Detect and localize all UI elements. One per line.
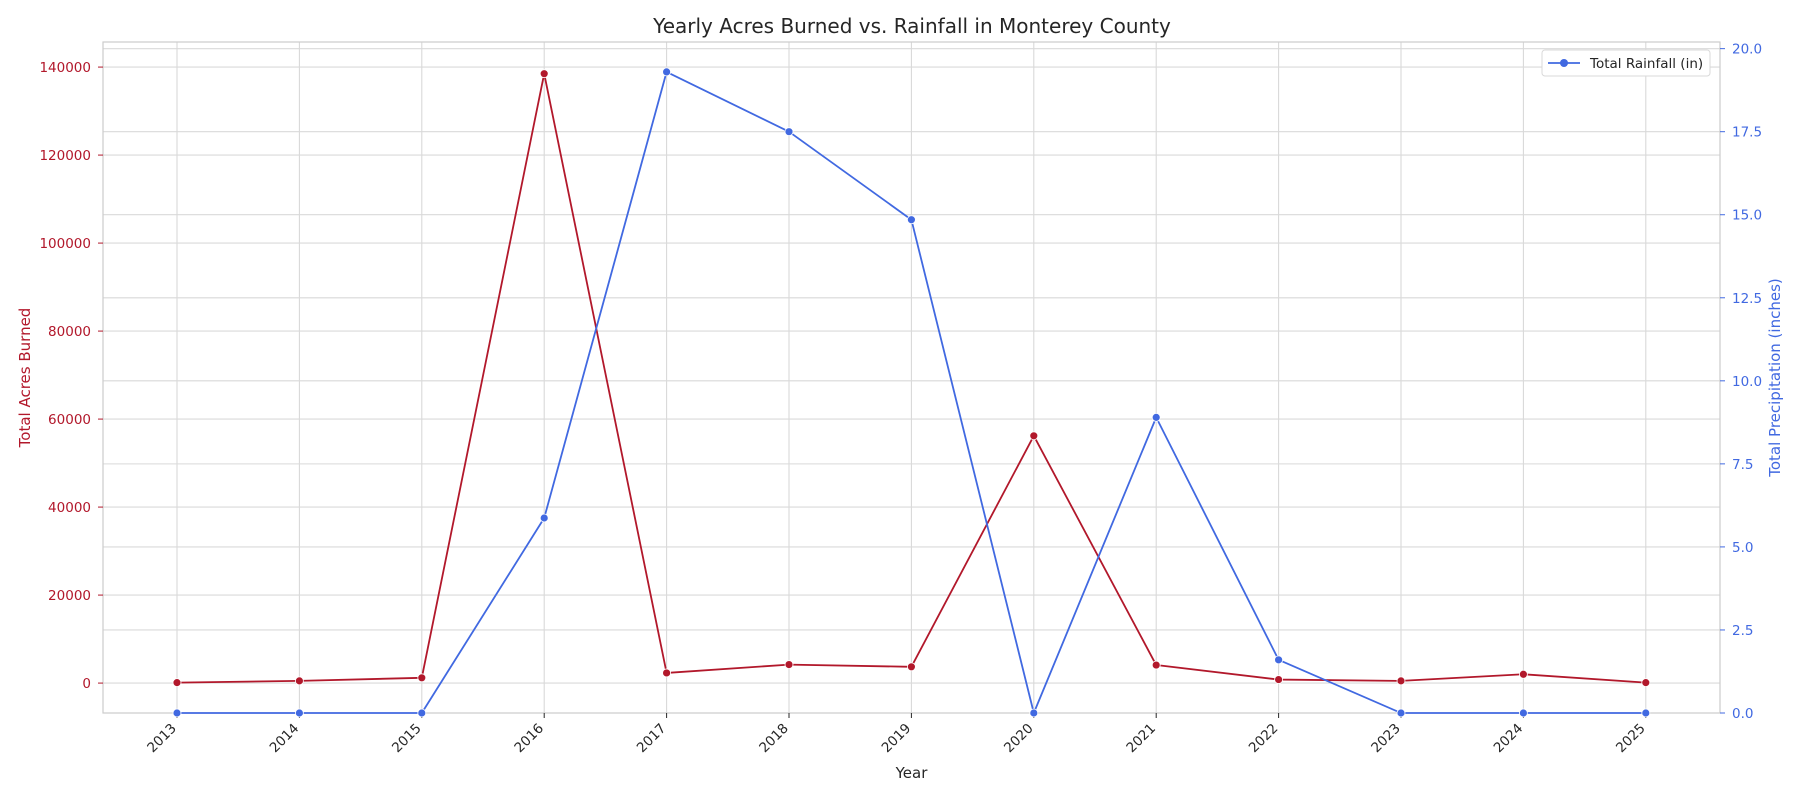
right-tick-label: 20.0 <box>1732 42 1762 58</box>
series-0-point <box>172 678 182 688</box>
right-y-axis-label: Total Precipitation (inches) <box>1766 278 1784 478</box>
series-1-point <box>662 67 671 77</box>
chart-title: Yearly Acres Burned vs. Rainfall in Mont… <box>652 14 1171 38</box>
right-tick-label: 17.5 <box>1732 125 1762 141</box>
x-tick-label: 2020 <box>1001 721 1037 757</box>
x-tick-label: 2021 <box>1123 721 1159 757</box>
legend-box <box>1541 49 1711 77</box>
series-1-point <box>539 513 549 523</box>
left-tick-label: 0 <box>82 676 91 692</box>
left-tick-label: 140000 <box>39 60 91 76</box>
series-0-point <box>662 668 671 678</box>
left-y-axis-ticks: 0 20000 40000 60000 80000 100000 120000 140000 <box>39 60 103 692</box>
series-0-point <box>1151 660 1161 670</box>
series-1-point <box>1029 708 1039 718</box>
left-y-axis-label: Total Acres Burned <box>16 308 34 449</box>
series-0-point <box>1274 675 1283 684</box>
x-axis-label: Year <box>895 764 929 782</box>
left-tick-label: 20000 <box>48 588 91 604</box>
series-0-point <box>784 660 794 669</box>
series-0-point <box>1641 678 1651 688</box>
series-1-point <box>1641 708 1651 718</box>
right-tick-label: 10.0 <box>1732 374 1762 390</box>
series-1-point <box>172 708 182 718</box>
x-tick-label: 2025 <box>1613 721 1649 757</box>
x-tick-label: 2018 <box>756 721 792 757</box>
series-1-point <box>417 708 427 718</box>
series-0-point <box>1519 669 1528 679</box>
left-tick-label: 120000 <box>39 148 91 164</box>
series-0-point <box>294 676 304 686</box>
series-layer <box>172 67 1651 718</box>
left-tick-label: 80000 <box>48 324 91 340</box>
x-axis-ticks: 2013 2014 2015 2016 2017 2018 2019 2020 2021 2022… <box>144 713 1649 757</box>
series-1-point <box>1151 412 1161 422</box>
x-tick-label: 2015 <box>389 721 425 757</box>
series-0-point <box>417 673 427 683</box>
series-1-point <box>1274 655 1283 665</box>
series-1-point <box>1519 708 1528 718</box>
series-1-point <box>294 708 304 718</box>
right-tick-label: 0.0 <box>1732 706 1753 722</box>
left-tick-label: 40000 <box>48 500 91 516</box>
x-tick-label: 2023 <box>1368 721 1404 757</box>
series-0-point <box>1029 431 1039 441</box>
series-1-point <box>907 215 916 225</box>
x-tick-label: 2013 <box>144 721 180 757</box>
x-tick-label: 2024 <box>1491 721 1527 757</box>
series-0-point <box>1396 676 1406 686</box>
legend-entry-rainfall: Total Rainfall (in) <box>1589 56 1703 72</box>
series-0-point <box>539 69 549 79</box>
series-0-point <box>907 662 916 672</box>
right-tick-label: 5.0 <box>1732 540 1753 556</box>
x-tick-label: 2014 <box>267 721 303 757</box>
right-tick-label: 2.5 <box>1732 623 1753 639</box>
x-tick-label: 2019 <box>879 721 915 757</box>
right-tick-label: 12.5 <box>1732 291 1762 307</box>
right-y-axis-ticks: 0.0 2.5 5.0 7.5 10.0 12.5 15.0 17.5 20.0 <box>1720 42 1762 722</box>
series-1-point <box>1396 708 1406 718</box>
left-tick-label: 100000 <box>39 236 91 252</box>
series-1-point <box>784 127 794 137</box>
right-tick-label: 7.5 <box>1732 457 1753 473</box>
x-tick-label: 2017 <box>634 721 670 757</box>
x-tick-label: 2016 <box>511 721 547 757</box>
legend-marker-swatch <box>1560 59 1568 67</box>
legend: Total Rainfall (in) <box>1541 49 1711 77</box>
grid <box>103 42 1720 714</box>
left-tick-label: 60000 <box>48 412 91 428</box>
right-tick-label: 15.0 <box>1732 208 1762 224</box>
x-tick-label: 2022 <box>1246 721 1282 757</box>
